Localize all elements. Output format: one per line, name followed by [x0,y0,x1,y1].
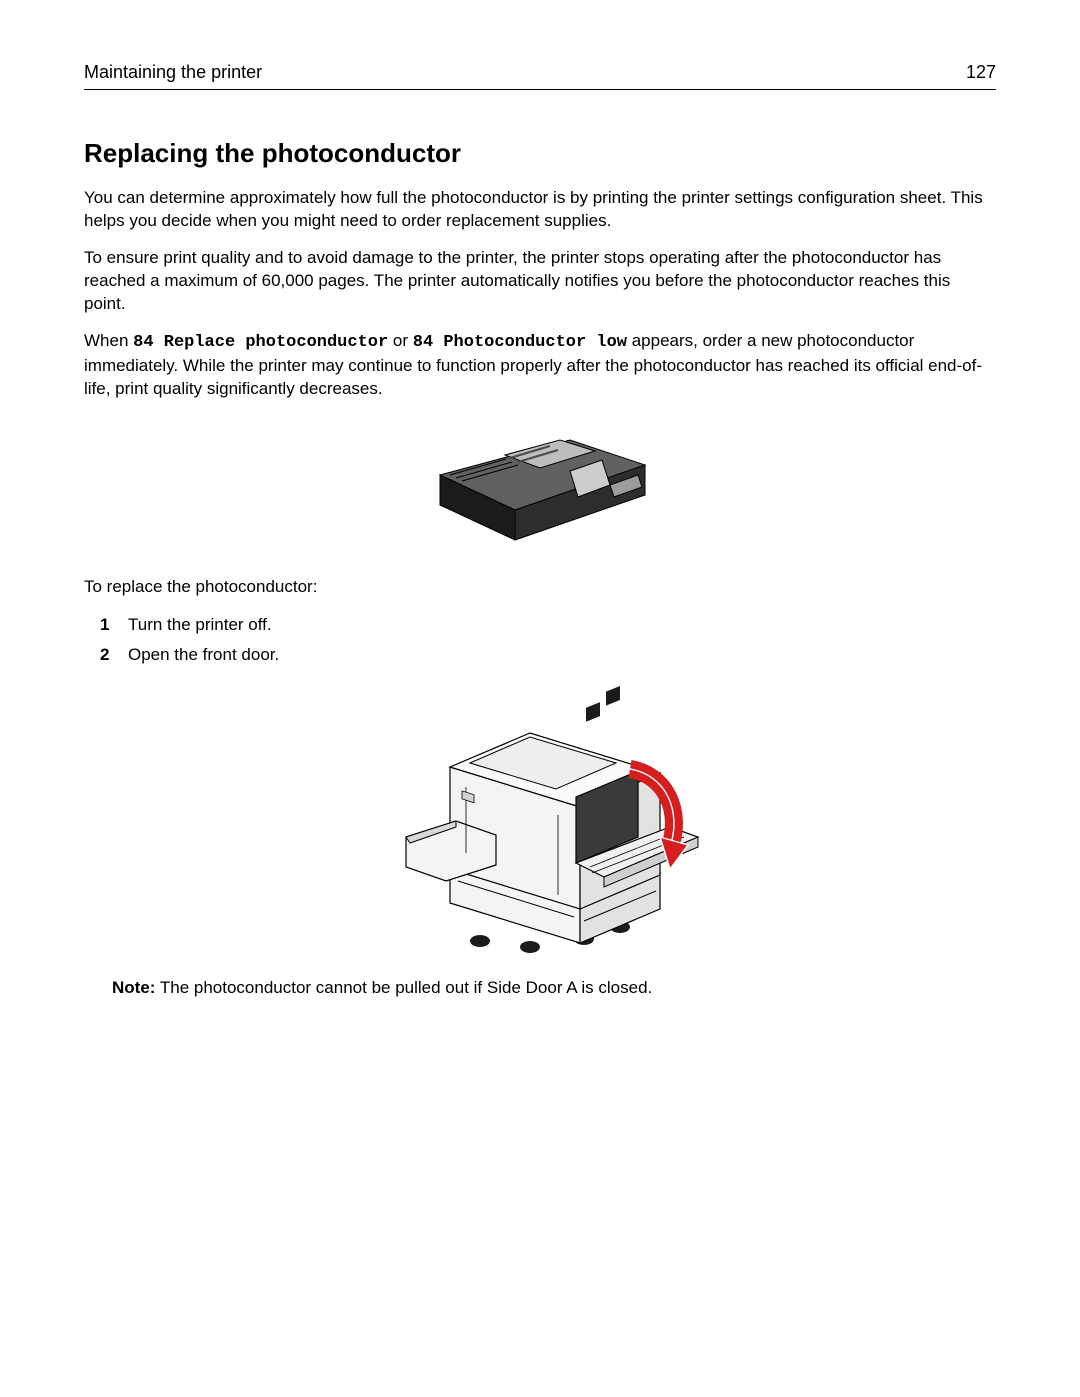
display-message-1: 84 Replace photoconductor [133,333,388,352]
step-1: Turn the printer off. [108,612,996,638]
printer-open-door-icon [370,677,710,957]
procedure-lead-in: To replace the photoconductor: [84,576,996,599]
note-label: Note: [112,978,155,997]
p3-mid: or [388,331,413,350]
note-text: The photoconductor cannot be pulled out … [155,978,652,997]
section-label: Maintaining the printer [84,62,262,83]
note: Note: The photoconductor cannot be pulle… [112,978,996,998]
page-number: 127 [966,62,996,83]
manual-page: Maintaining the printer 127 Replacing th… [0,0,1080,1397]
intro-paragraph-2: To ensure print quality and to avoid dam… [84,247,996,316]
intro-paragraph-3: When 84 Replace photoconductor or 84 Pho… [84,330,996,401]
running-header: Maintaining the printer 127 [84,62,996,90]
p3-prefix: When [84,331,133,350]
figure-printer [84,677,996,962]
intro-paragraph-1: You can determine approximately how full… [84,187,996,233]
procedure-steps: Turn the printer off. Open the front doo… [84,612,996,667]
display-message-2: 84 Photoconductor low [413,333,627,352]
photoconductor-icon [420,415,660,555]
figure-photoconductor [84,415,996,560]
step-2: Open the front door. [108,642,996,668]
page-title: Replacing the photoconductor [84,138,996,169]
